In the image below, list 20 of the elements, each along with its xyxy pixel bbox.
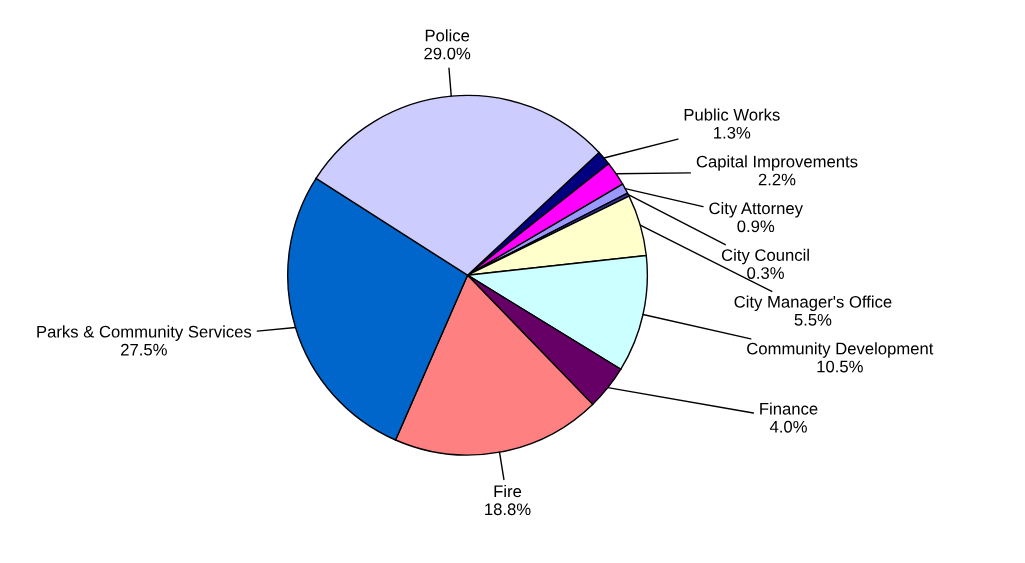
slice-label: Public Works: [684, 108, 780, 121]
data-label: 18.8%: [485, 503, 531, 516]
slice-label: Capital Improvements: [696, 155, 858, 171]
slice-label: Fire: [494, 484, 522, 498]
slice-label: City Manager's Office: [734, 295, 892, 312]
data-label: 5.5%: [794, 313, 832, 326]
slice-label: Parks & Community Services: [37, 325, 252, 341]
slice-label: City Council: [721, 248, 809, 265]
data-label: 1.3%: [714, 126, 751, 139]
data-label: 29.0%: [424, 47, 471, 60]
data-label: 0.3%: [747, 267, 784, 279]
data-label: 4.0%: [769, 420, 807, 433]
slice-label: Community Development: [747, 342, 934, 358]
data-label: 10.5%: [817, 360, 863, 373]
data-label: 2.2%: [758, 173, 796, 186]
data-label: 0.9%: [737, 220, 775, 233]
data-label: 27.5%: [121, 343, 167, 356]
slice-label: Finance: [760, 402, 818, 415]
slice-label: Police: [425, 29, 470, 42]
slice-label: City Attorney: [709, 202, 803, 218]
